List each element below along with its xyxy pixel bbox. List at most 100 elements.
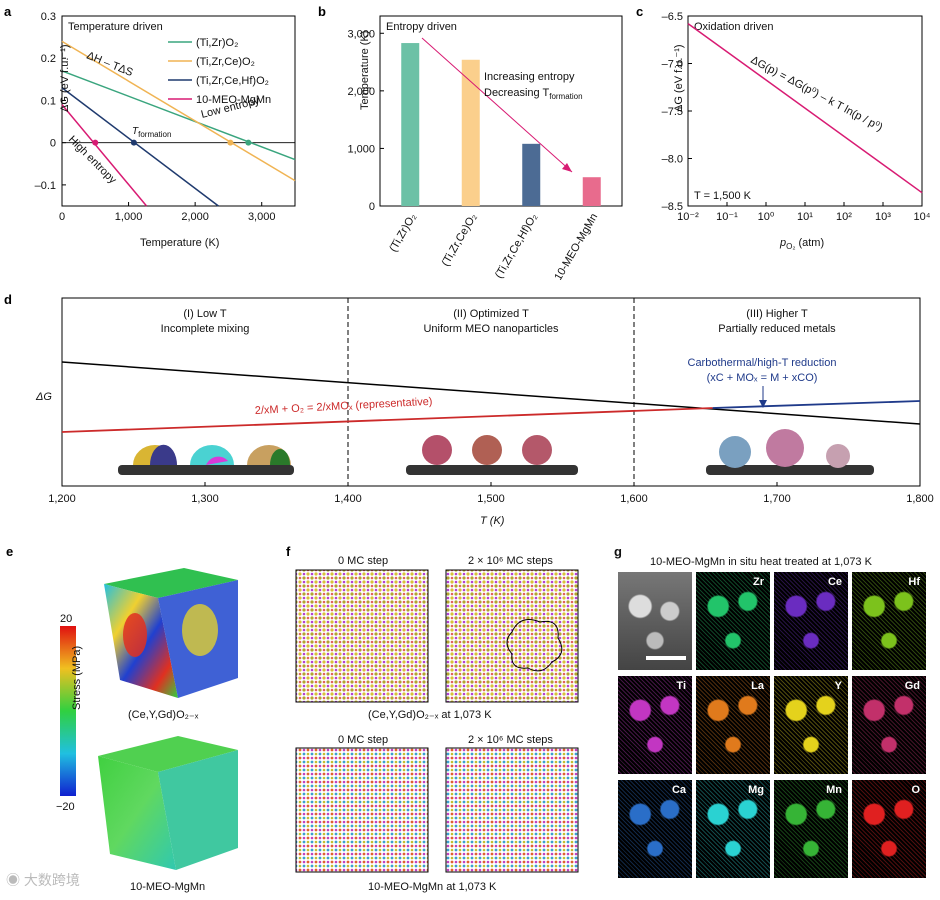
f-cluster-outline — [506, 619, 563, 672]
a-series-line — [61, 87, 219, 207]
panel-e: e 20 −20 Stress (MPa) (Ce,Y,Gd)O₂₋ₓ 10-M… — [6, 544, 238, 893]
eds-element-label: Hf — [908, 576, 920, 588]
cube-meo — [98, 736, 238, 870]
b-ytick-label: 1,000 — [347, 143, 375, 155]
panel-b-arrow — [421, 37, 573, 173]
eds-element-label: O — [911, 784, 920, 796]
f-bottom-lattice-1 — [445, 747, 579, 873]
eds-element-label: Gd — [904, 680, 920, 692]
tform-sub: formation — [138, 130, 171, 139]
panel-b-arrow-text-2a: Decreasing T — [484, 87, 549, 99]
eds-map-mg: Mg — [696, 780, 770, 878]
illustration-opt-t — [406, 435, 578, 475]
eds-map-ca: Ca — [618, 780, 692, 878]
a-series-line — [61, 40, 296, 182]
eds-map-o: O — [852, 780, 926, 878]
d-blue-line — [712, 400, 921, 409]
c-xtick-label: 10⁴ — [914, 211, 931, 223]
panel-c-title: Oxidation driven — [694, 21, 774, 33]
eds-map-y: Y — [774, 676, 848, 774]
panel-g-title: 10-MEO-MgMn in situ heat treated at 1,07… — [650, 556, 872, 568]
a-xtick-label: 3,000 — [248, 211, 276, 223]
b-bar — [401, 43, 420, 206]
c-xtick-label: 10¹ — [797, 211, 813, 223]
a-ytick-label: 0.2 — [41, 53, 56, 65]
f-top-step0: 0 MC step — [338, 555, 388, 567]
c-ytick-label: –8.0 — [662, 154, 683, 166]
c-xtick-label: 10⁻² — [677, 211, 699, 223]
watermark-icon: ◉ — [6, 872, 24, 888]
stress-colorbar — [60, 626, 76, 796]
region-2-title: (II) Optimized T — [453, 308, 529, 320]
panel-a-frame — [61, 15, 296, 207]
legend-2: (Ti,Zr,Ce)O₂ — [196, 56, 255, 68]
eds-element-label: Mg — [748, 784, 764, 796]
c-xtick-label: 10⁰ — [758, 211, 775, 223]
panel-d-chart: d (I) Low T Incomplete mixing (II) Optim… — [4, 292, 934, 527]
panel-c-chart: c Oxidation driven 10⁻² 10⁻¹ 10⁰ 10¹ 10² 10³ 1… — [636, 4, 931, 251]
eds-map-mn: Mn — [774, 780, 848, 878]
legend-3: (Ti,Zr,Ce,Hf)O₂ — [196, 75, 269, 87]
colorbar-label: Stress (MPa) — [71, 646, 83, 710]
d-xtick-label: 1,500 — [477, 493, 505, 505]
b-ytick-label: 0 — [369, 201, 375, 213]
watermark: ◉ 大数跨境 — [6, 870, 80, 890]
eds-map-ce: Ce — [774, 572, 848, 670]
panel-b-arrow-text-1: Increasing entropy — [484, 71, 575, 83]
region-3-title: (III) Higher T — [746, 308, 808, 320]
a-crossing-point — [245, 139, 252, 146]
a-series-line — [61, 70, 296, 161]
a-xtick-label: 0 — [59, 211, 65, 223]
cube-bottom-label: 10-MEO-MgMn — [130, 881, 205, 893]
panel-c-xlabel-unit: (atm) — [798, 237, 824, 249]
b-category-label: 10-MEO-MgMn — [552, 212, 600, 281]
panel-b-frame — [379, 15, 623, 207]
c-ytick-label: –7.5 — [662, 106, 683, 118]
a-xtick-label: 1,000 — [115, 211, 143, 223]
d-xtick-label: 1,800 — [906, 493, 934, 505]
b-category-label: (Ti,Zr,Ce,Hf)O₂ — [493, 212, 540, 281]
panel-b-label: b — [318, 4, 326, 19]
panel-a-ylabel: ΔG (eV f.u.⁻¹) — [59, 44, 71, 112]
eds-element-label: Ca — [671, 784, 686, 796]
f-top-lattice-0 — [295, 569, 429, 703]
eds-map-hf: Hf — [852, 572, 926, 670]
eds-element-label: Ti — [676, 680, 686, 692]
panel-a-tform: Tformation — [132, 126, 171, 139]
d-red-line — [61, 407, 713, 433]
panel-b-title: Entropy driven — [386, 21, 457, 33]
a-ytick-label: 0.1 — [41, 95, 56, 107]
c-ytick-label: –6.5 — [662, 11, 683, 23]
f-top-step1: 2 × 10⁶ MC steps — [468, 555, 553, 567]
panel-d-ylabel: ΔG — [35, 391, 52, 403]
a-ytick-label: 0.3 — [41, 11, 56, 23]
eds-map-gd: Gd — [852, 676, 926, 774]
panel-d-label: d — [4, 292, 12, 307]
panel-d-blue-label-1: Carbothermal/high-T reduction — [688, 357, 837, 369]
a-crossing-point — [227, 139, 234, 146]
a-crossing-point — [92, 139, 99, 146]
panel-a-dh-annotation: ΔH – TΔS — [85, 50, 135, 79]
panel-c-equation: ΔG(p) = ΔG(p⁰) – k T ln(p / p⁰) — [749, 54, 885, 134]
c-series-line — [687, 22, 923, 194]
panel-c-temp: T = 1,500 K — [694, 190, 752, 202]
panel-b-arrowhead — [562, 163, 572, 172]
region-3-sub: Partially reduced metals — [718, 323, 836, 335]
f-bottom-step0: 0 MC step — [338, 734, 388, 746]
panel-e-label: e — [6, 544, 13, 559]
b-bar — [461, 59, 480, 207]
panel-a-label: a — [4, 4, 12, 19]
b-bar — [522, 143, 541, 206]
panel-b-ylabel: Temperature (K) — [359, 31, 371, 110]
panel-a-title: Temperature driven — [68, 21, 163, 33]
a-ytick-label: –0.1 — [35, 180, 56, 192]
cube-top-label: (Ce,Y,Gd)O₂₋ₓ — [128, 709, 199, 721]
c-xtick-label: 10² — [836, 211, 852, 223]
region-1-title: (I) Low T — [183, 308, 226, 320]
panel-g-label: g — [614, 544, 622, 559]
eds-element-label: Y — [834, 680, 842, 692]
panel-c-xlabel-sub: O₂ — [786, 242, 795, 251]
d-black-line — [61, 361, 921, 425]
panel-c-label: c — [636, 4, 643, 19]
panel-a-legend: (Ti,Zr)O₂ (Ti,Zr,Ce)O₂ (Ti,Zr,Ce,Hf)O₂ 1… — [168, 37, 271, 106]
